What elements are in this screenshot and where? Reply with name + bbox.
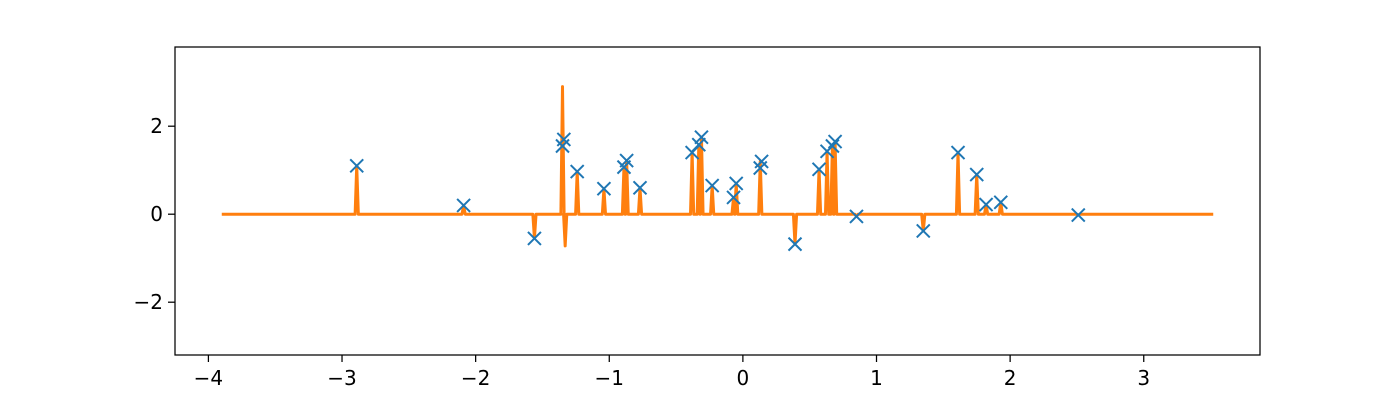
y-tick-label: −2 [134,290,163,314]
scatter-point [849,209,864,224]
scatter-point [978,197,994,212]
x-tick-label: −2 [461,366,490,390]
scatter-point [811,162,827,177]
x-tick-label: 3 [1137,366,1150,390]
scatter-point [728,176,744,191]
y-axis: −2 0 2 [134,114,175,314]
x-tick-label: −4 [194,366,223,390]
series-line [221,85,1214,248]
x-tick-label: 2 [1004,366,1017,390]
scatter-point [827,134,843,149]
scatter-point [596,181,612,196]
scatter-point [754,154,769,169]
scatter-point [619,153,634,168]
plot-content [221,85,1214,252]
y-tick-label: 2 [150,114,163,138]
scatter-point [527,231,542,246]
scatter-point [825,138,840,154]
scatter-point [704,178,720,193]
plot-frame [174,46,1261,356]
scatter-point [691,137,707,152]
scatter-point [556,132,572,147]
scatter-point [456,198,471,213]
scatter-point [632,180,648,196]
x-tick-label: 1 [870,366,883,390]
scatter-point [950,145,966,160]
x-tick-label: −1 [595,366,624,390]
scatter-point [694,129,709,145]
scatter-point [349,158,364,174]
scatter-point [787,236,803,252]
scatter-point [1071,207,1086,223]
scatter-point [969,167,984,182]
x-tick-label: 0 [737,366,750,390]
y-tick-label: 0 [150,202,163,226]
x-tick-label: −3 [327,366,356,390]
scatter-point [569,164,585,179]
scatter-point [726,190,741,205]
scatter-point [916,223,931,239]
x-axis: −4 −3 −2 −1 0 1 2 3 [194,355,1150,390]
scatter-point [993,195,1008,210]
